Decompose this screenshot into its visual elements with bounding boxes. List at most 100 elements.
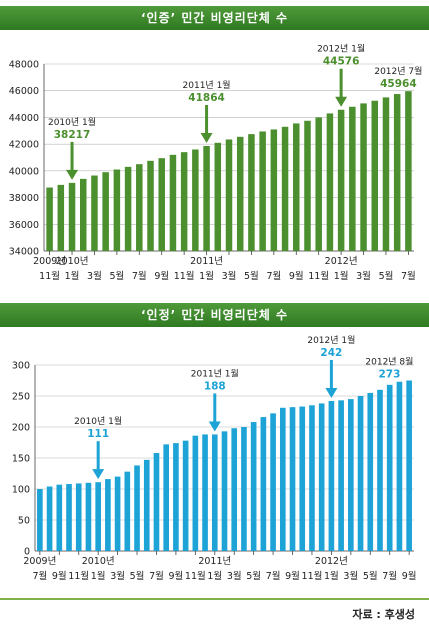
- bar: [304, 120, 311, 252]
- y-tick-label: 200: [12, 423, 30, 434]
- bar: [406, 380, 412, 551]
- annotation-arrow-head: [92, 469, 105, 480]
- x-tick-month-label: 11월: [174, 270, 195, 282]
- bar: [147, 160, 154, 251]
- bar: [102, 172, 109, 251]
- bar: [309, 405, 315, 551]
- x-tick-month-label: 7월: [382, 570, 397, 582]
- x-tick-month-label: 3월: [87, 270, 102, 282]
- bar: [357, 396, 364, 551]
- bar: [79, 178, 87, 251]
- annotation-date-label: 2011년 1월: [191, 367, 239, 379]
- bar: [289, 407, 296, 551]
- bar: [143, 459, 150, 551]
- x-tick-month-label: 5월: [244, 270, 259, 282]
- y-tick-label: 38000: [9, 193, 39, 204]
- annotation-value-label: 273: [378, 369, 400, 381]
- bar: [281, 126, 289, 251]
- bar: [337, 109, 345, 251]
- certified-npo-bar-chart: 34000 36000 38000 40000 42000 44000 46000 48000…: [9, 43, 423, 282]
- y-tick-label: 100: [12, 485, 30, 496]
- bar: [56, 484, 63, 551]
- x-tick-month-label: 3월: [110, 570, 125, 582]
- annotation-date-label: 2010년 1월: [48, 116, 96, 128]
- y-tick-label: 50: [18, 516, 30, 527]
- x-tick-month-label: 3월: [222, 270, 237, 282]
- x-tick-year-label: 2011년: [198, 556, 231, 567]
- bar: [328, 400, 335, 551]
- bar: [318, 403, 325, 551]
- bar: [192, 435, 199, 551]
- y-tick-label: 46000: [9, 86, 39, 97]
- bar: [248, 134, 255, 251]
- bar: [95, 482, 101, 551]
- x-tick-month-label: 1월: [199, 270, 214, 282]
- bar: [37, 489, 43, 551]
- bar: [153, 453, 160, 551]
- bar: [180, 152, 188, 251]
- annotation-date-label: 2012년 7월: [374, 65, 422, 77]
- bar: [91, 175, 98, 251]
- bar: [136, 164, 143, 251]
- x-tick-month-label: 7월: [132, 270, 147, 282]
- bar: [124, 166, 132, 251]
- x-tick-month-label: 7월: [32, 570, 47, 582]
- x-tick-month-label: 3월: [227, 570, 242, 582]
- bar: [211, 434, 218, 551]
- x-tick-month-label: 1월: [334, 270, 349, 282]
- y-tick-label: 42000: [9, 140, 39, 151]
- annotation-date-label: 2012년 1월: [317, 43, 365, 55]
- x-tick-month-label: 7월: [266, 270, 281, 282]
- bar: [225, 139, 233, 251]
- bar: [315, 117, 322, 251]
- bar: [299, 406, 306, 551]
- bar: [158, 158, 165, 251]
- annotation-arrow-head: [66, 169, 79, 180]
- y-tick-label: 150: [12, 454, 30, 465]
- y-tick-label: 300: [12, 361, 30, 372]
- bar: [182, 440, 189, 551]
- x-tick-month-label: 11월: [308, 270, 329, 282]
- bar: [68, 182, 76, 251]
- x-tick-month-label: 1월: [65, 270, 80, 282]
- footer-divider: [0, 598, 429, 600]
- bar: [202, 434, 208, 551]
- x-tick-month-label: 11월: [39, 270, 60, 282]
- x-tick-month-label: 7월: [401, 270, 416, 282]
- annotation-date-label: 2012년 8월: [365, 356, 413, 368]
- bar: [371, 100, 379, 251]
- bar: [393, 94, 401, 251]
- chart-title-recognized: ‘인정’ 민간 비영리단체 수: [0, 303, 429, 327]
- bar: [377, 389, 383, 551]
- y-tick-label: 40000: [9, 166, 39, 177]
- x-tick-year-label: 2012년: [315, 556, 348, 567]
- x-tick-month-label: 5월: [246, 570, 261, 582]
- bar: [250, 422, 257, 551]
- bar: [405, 91, 412, 251]
- bar: [214, 142, 222, 251]
- x-tick-month-label: 9월: [402, 570, 417, 582]
- bar: [46, 486, 53, 551]
- bar: [259, 131, 266, 251]
- annotation-date-label: 2012년 1월: [307, 334, 355, 346]
- bar: [66, 484, 72, 551]
- y-tick-label: 48000: [9, 60, 39, 71]
- x-tick-year-label: 2012년: [325, 256, 358, 267]
- bar: [163, 444, 170, 551]
- bar: [57, 184, 65, 251]
- bar: [75, 483, 82, 551]
- bar: [270, 129, 278, 251]
- annotation-value-label: 41864: [188, 92, 225, 104]
- y-tick-label: 34000: [9, 247, 39, 258]
- y-tick-label: 250: [12, 392, 30, 403]
- y-tick-label: 36000: [9, 220, 39, 231]
- y-tick-label: 44000: [9, 113, 39, 124]
- annotation-value-label: 111: [87, 428, 109, 440]
- x-tick-month-label: 9월: [52, 570, 67, 582]
- x-tick-month-label: 7월: [266, 570, 281, 582]
- y-tick-label: 0: [24, 547, 30, 558]
- chart-title-certified: ‘인증’ 민간 비영리단체 수: [0, 6, 429, 30]
- bar: [124, 471, 131, 551]
- bar: [338, 400, 344, 551]
